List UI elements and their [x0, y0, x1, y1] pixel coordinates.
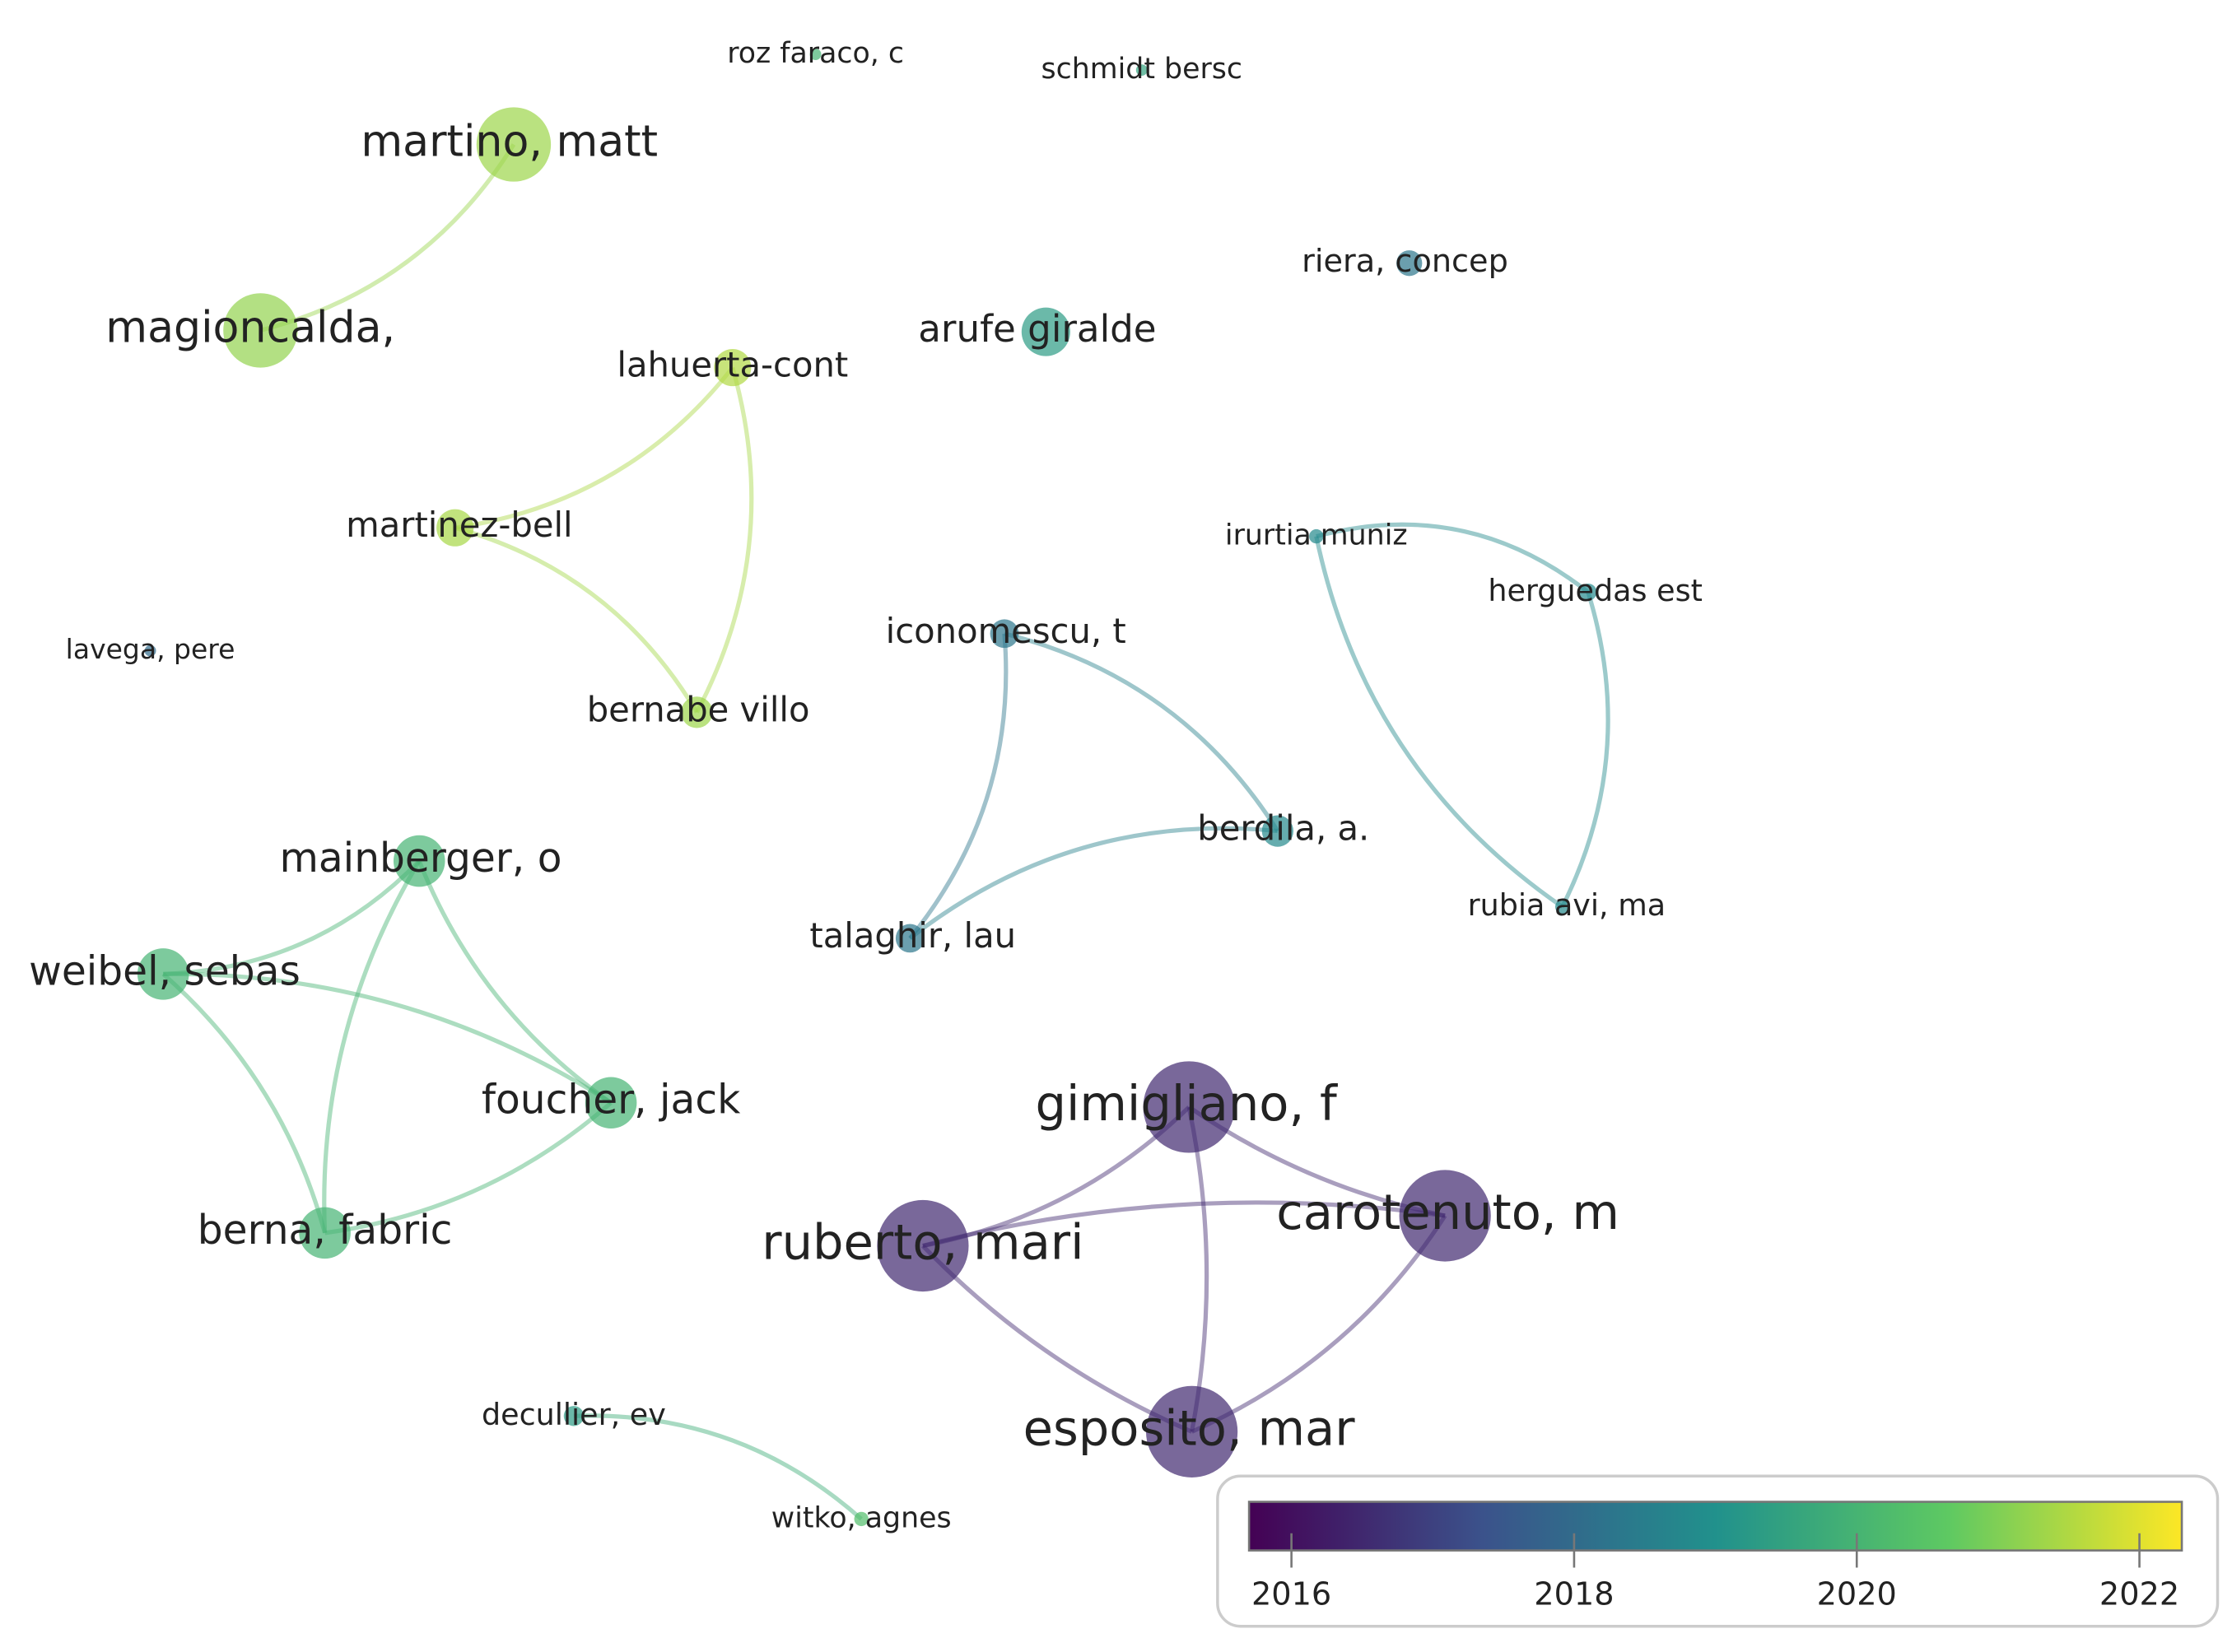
node [1554, 899, 1570, 914]
node-label: lahuerta-cont [617, 345, 848, 385]
node [1145, 1385, 1238, 1478]
edge [1560, 591, 1610, 908]
node-label: rubia avi, ma [1468, 887, 1666, 923]
node [990, 619, 1019, 649]
edge [1314, 536, 1564, 909]
node [144, 645, 156, 657]
node [1261, 815, 1293, 847]
node-label: bernabe villo [587, 689, 810, 729]
node-label: foucher, jack [482, 1077, 741, 1124]
node [877, 1199, 969, 1292]
edge [908, 826, 1279, 940]
edge [695, 366, 754, 714]
node [299, 1207, 351, 1259]
edge [163, 859, 422, 976]
edge [322, 859, 422, 1233]
tick-label: 2016 [1251, 1577, 1331, 1613]
color-bar [1247, 1501, 2183, 1552]
tick-label: 2018 [1534, 1577, 1614, 1613]
edge [1186, 1106, 1209, 1432]
node-label: martinez-bell [346, 505, 573, 545]
edge [417, 860, 613, 1105]
node [585, 1077, 637, 1129]
node-label: lavega, pere [66, 633, 235, 665]
edge [922, 1200, 1446, 1249]
node [436, 509, 474, 547]
node [1579, 583, 1597, 601]
node-label: roz faraco, c [727, 37, 904, 70]
node-label: talaghir, lau [809, 915, 1016, 956]
node-label: riera, concep [1302, 244, 1508, 280]
node [1135, 64, 1148, 77]
tick-label: 2020 [1817, 1577, 1897, 1613]
node [223, 293, 298, 368]
edge [454, 365, 734, 530]
color-legend: 2016 2018 2020 2022 [1216, 1474, 2220, 1628]
node-label: martino, matt [361, 118, 658, 167]
edge [163, 971, 613, 1105]
node [1309, 528, 1324, 544]
node [809, 49, 822, 60]
labels: roz faraco, c schmidt bersc martino, matt m… [29, 37, 1703, 1534]
node-label: carotenuto, m [1276, 1184, 1619, 1240]
node-label: decullier, ev [482, 1397, 666, 1432]
node [895, 924, 925, 953]
node [681, 696, 713, 728]
node [854, 1511, 869, 1527]
node [714, 348, 752, 387]
node [393, 835, 445, 887]
node-label: witko, agnes [771, 1501, 952, 1534]
node-label: berna, fabric [198, 1208, 453, 1254]
node-label: weibel, sebas [29, 948, 301, 994]
node [1021, 307, 1070, 356]
edge [324, 1101, 613, 1236]
node [137, 948, 189, 1000]
node [1143, 1061, 1235, 1153]
edge [1316, 522, 1590, 594]
node-label: berdila, a. [1197, 808, 1369, 849]
edge [1004, 631, 1280, 832]
node [476, 107, 552, 182]
edge [161, 972, 328, 1234]
edge [1191, 1214, 1447, 1434]
node-label: gimigliano, f [1035, 1075, 1338, 1132]
node-label: esposito, mar [1023, 1400, 1356, 1457]
node-label: arufe giralde [918, 307, 1156, 351]
node-label: herguedas est [1488, 573, 1703, 608]
node-label: mainberger, o [280, 835, 562, 882]
node-label: ruberto, mari [762, 1214, 1083, 1271]
edges [161, 143, 1610, 1521]
node-label: irurtia muniz [1225, 519, 1408, 552]
edge [454, 525, 699, 714]
node [563, 1406, 585, 1426]
node-label: iconomescu, t [886, 611, 1126, 651]
node-label: magioncalda, [105, 303, 395, 352]
nodes [137, 49, 1597, 1527]
edge [573, 1413, 863, 1521]
edge [908, 633, 1009, 940]
node [1399, 1170, 1491, 1262]
edge [259, 143, 516, 333]
node [1396, 250, 1423, 277]
tick-label: 2022 [2099, 1577, 2179, 1613]
node-label: schmidt bersc [1041, 53, 1242, 86]
